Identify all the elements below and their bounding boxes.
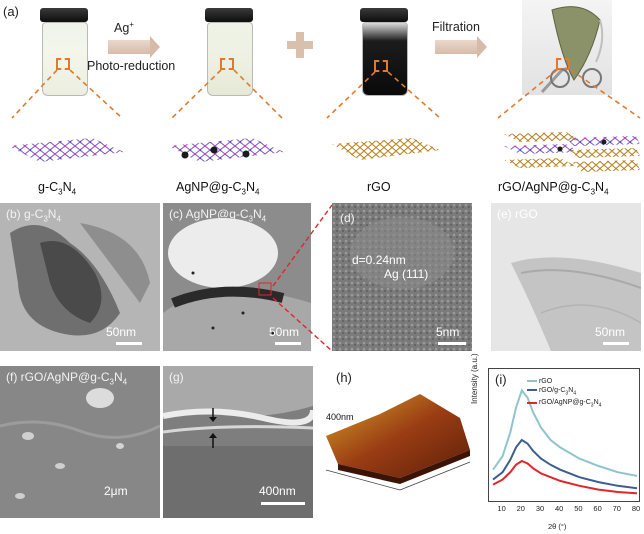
legend-entry-composite: rGO/AgNP@g-C3N4 — [527, 398, 601, 410]
ag-plane: Ag (111) — [384, 267, 429, 281]
zoom-box — [56, 58, 70, 70]
scale-label: 2μm — [104, 484, 128, 498]
panel-g-sem: (g) 400nm — [163, 366, 313, 518]
scale-label: 50nm — [269, 325, 300, 339]
scale-bar — [603, 342, 629, 345]
panel-i-label: (i) — [495, 372, 507, 387]
scale-label: 400nm — [259, 484, 296, 498]
x-tick-label: 60 — [593, 504, 602, 513]
panel-c-label: (c) AgNP@g-C3N4 — [169, 207, 267, 224]
d-spacing: d=0.24nm — [352, 253, 406, 267]
scale-bar — [438, 342, 466, 345]
scale-bar — [275, 342, 301, 345]
x-tick-label: 10 — [497, 504, 506, 513]
x-tick-label: 50 — [574, 504, 583, 513]
scale-bar — [261, 502, 305, 505]
arrow-photo-reduction — [108, 36, 160, 58]
panel-a-label: (a) — [3, 4, 19, 19]
x-tick-label: 40 — [555, 504, 564, 513]
panel-i-chart: (i) rGO rGO/g-C3N4 rGO/AgNP@g-C3N4 — [488, 368, 640, 502]
panel-b-tem: (b) g-C3N4 50nm — [0, 203, 160, 351]
panel-d-hrtem: (d) d=0.24nm Ag (111) 5nm — [332, 203, 472, 351]
panel-b-label: (b) g-C3N4 — [6, 207, 61, 224]
x-tick-label: 20 — [516, 504, 525, 513]
caption-gc3n4: g-C3N4 — [38, 180, 77, 197]
scale-label: 50nm — [595, 325, 626, 339]
panel-h-label: (h) — [336, 370, 352, 385]
x-tick-label: 70 — [612, 504, 621, 513]
panel-e-label: (e) rGO — [497, 207, 538, 221]
panel-g-label: (g) — [169, 370, 184, 384]
zoom-box — [556, 58, 570, 70]
scale-bar — [116, 342, 142, 345]
panel-d-label: (d) — [340, 211, 355, 225]
xrd-plot — [492, 388, 638, 495]
step2-label: Filtration — [432, 20, 480, 34]
y-axis-label: Intensity (a.u.) — [470, 353, 479, 404]
arrow-filtration — [435, 36, 487, 58]
plus-icon — [287, 32, 313, 58]
panel-f-label: (f) rGO/AgNP@g-C3N4 — [6, 370, 128, 387]
series-line-1 — [492, 438, 638, 490]
zoom-lines — [11, 69, 641, 119]
scale-label: 50nm — [106, 325, 137, 339]
x-tick-label: 80 — [631, 504, 641, 513]
panel-c-tem: (c) AgNP@g-C3N4 50nm — [163, 203, 311, 351]
zoom-box — [220, 58, 234, 70]
series-line-2 — [492, 459, 638, 495]
z-scale-label: 400nm — [326, 412, 354, 422]
legend-entry-rgo-gc3n4: rGO/g-C3N4 — [527, 386, 601, 398]
zoom-lines-cd — [272, 204, 333, 352]
zoom-box — [374, 60, 388, 72]
lattice-schematics — [8, 132, 640, 172]
panel-e-tem: (e) rGO 50nm — [491, 203, 641, 351]
step1-sublabel: Photo-reduction — [87, 59, 176, 73]
series-line-0 — [492, 388, 638, 477]
x-tick-labels: 10 20 30 40 50 60 70 80 — [488, 504, 640, 516]
caption-rgo: rGO — [367, 180, 391, 194]
scale-label: 5nm — [436, 325, 460, 339]
panel-f-sem: (f) rGO/AgNP@g-C3N4 2μm — [0, 366, 160, 518]
step1-label: Ag+ — [114, 20, 134, 36]
panel-h-afm: (h) 400nm — [320, 366, 480, 518]
x-axis-label: 2θ (°) — [548, 522, 567, 531]
film-photo — [522, 0, 612, 95]
caption-agnp: AgNP@g-C3N4 — [176, 180, 260, 197]
chart-legend: rGO rGO/g-C3N4 rGO/AgNP@g-C3N4 — [527, 377, 601, 411]
caption-composite: rGO/AgNP@g-C3N4 — [498, 180, 609, 197]
x-tick-label: 30 — [535, 504, 545, 513]
legend-entry-rgo: rGO — [527, 377, 601, 386]
